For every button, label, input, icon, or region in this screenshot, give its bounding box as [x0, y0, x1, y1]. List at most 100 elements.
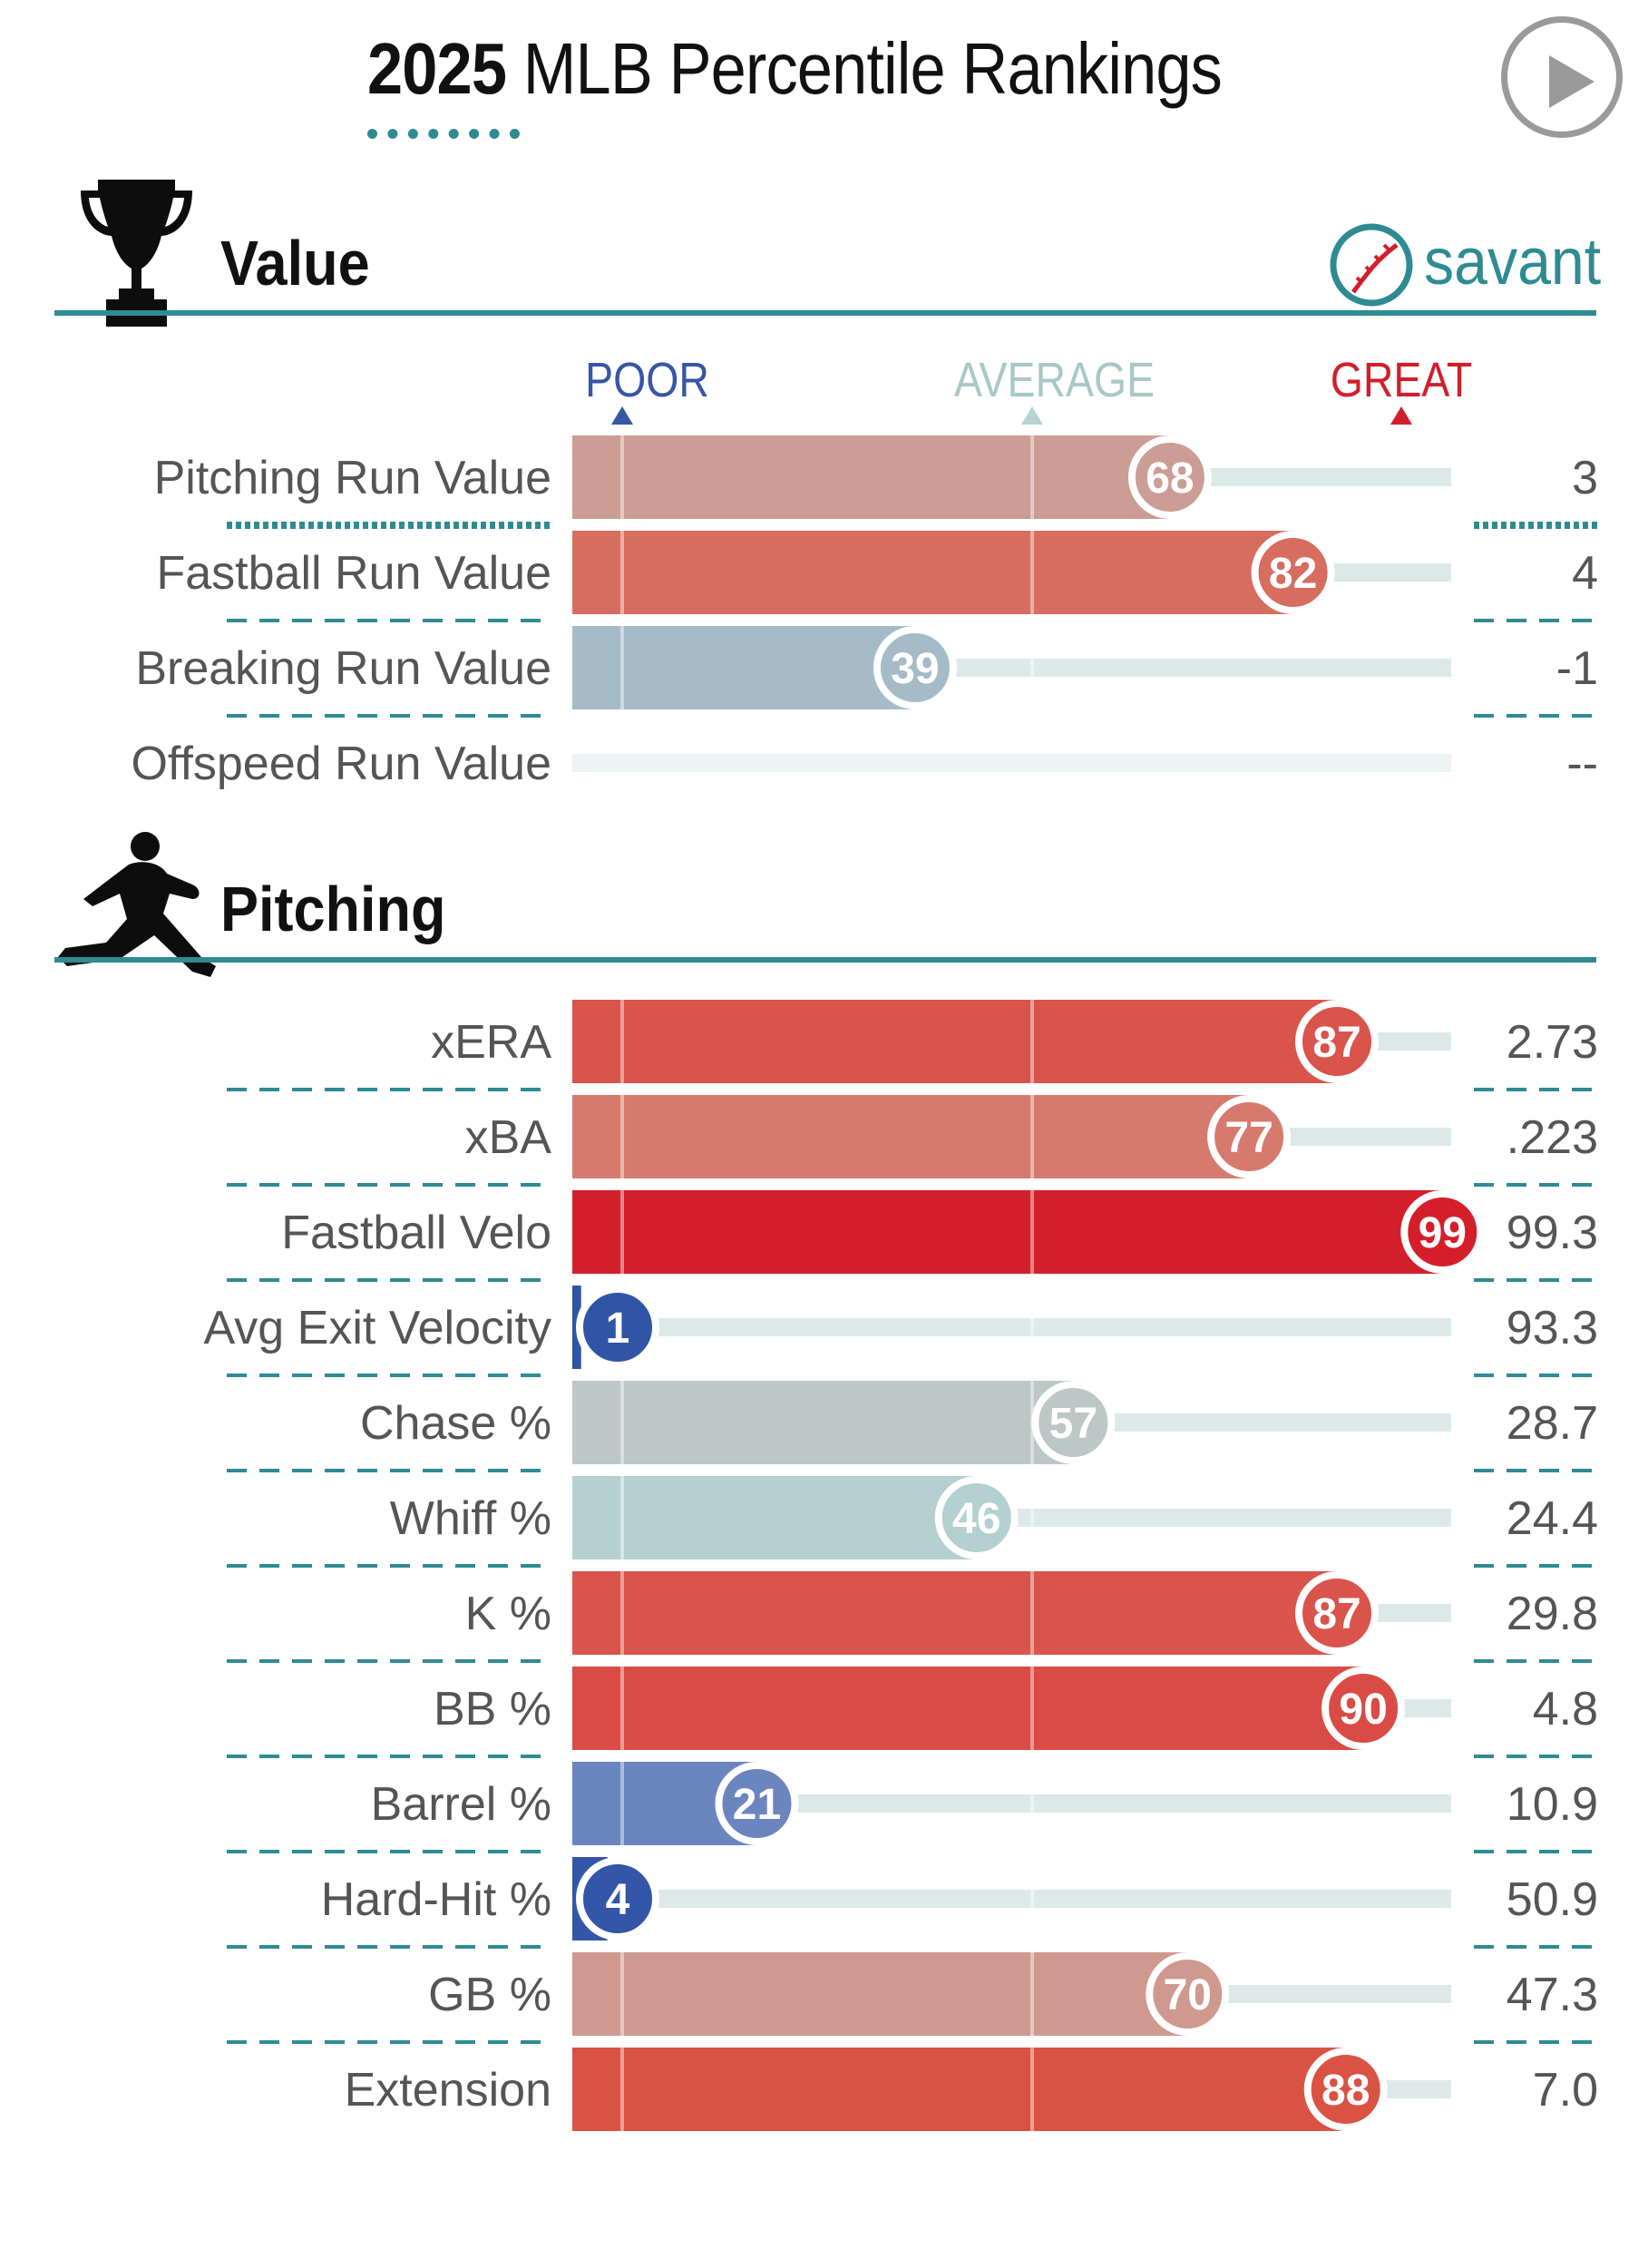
- brand-name[interactable]: savant: [1424, 226, 1602, 298]
- metric-value-pitching-5: 24.4: [1507, 1492, 1598, 1545]
- metric-label-pitching-8: Barrel %: [371, 1778, 551, 1831]
- metric-label-pitching-10: GB %: [428, 1969, 551, 2021]
- percentile-label-pitching-11: 88: [1321, 2067, 1370, 2115]
- percentile-label-pitching-5: 46: [952, 1495, 1000, 1543]
- empty-track: [572, 754, 1451, 772]
- scale-label-average: AVERAGE: [953, 353, 1156, 407]
- metric-value-pitching-2: 99.3: [1507, 1207, 1598, 1259]
- metric-value-value-3: --: [1566, 738, 1598, 790]
- percentile-label-pitching-0: 87: [1312, 1019, 1360, 1067]
- percentile-badge-pitching-9: [576, 1857, 659, 1941]
- metric-label-value-1: Fastball Run Value: [157, 547, 552, 600]
- trophy-icon: [81, 180, 192, 327]
- metric-value-pitching-11: 7.0: [1533, 2064, 1598, 2116]
- metric-label-value-2: Breaking Run Value: [135, 642, 551, 695]
- track: [1073, 1413, 1451, 1432]
- metric-label-pitching-11: Extension: [345, 2064, 551, 2116]
- title-underline: [367, 129, 520, 139]
- percentile-badge-pitching-2: [1400, 1190, 1485, 1274]
- metric-label-pitching-1: xBA: [465, 1111, 552, 1164]
- value-section-rule: [54, 310, 1596, 316]
- scale-label-great: GREAT: [1330, 353, 1473, 407]
- bar-pitching-1: [572, 1095, 1250, 1178]
- average-marker: [1021, 406, 1043, 425]
- track: [607, 1890, 1451, 1908]
- bar-pitching-2: [572, 1190, 1443, 1274]
- percentile-badge-value-2: [873, 626, 957, 709]
- play-icon: [1549, 55, 1594, 108]
- percentile-label-pitching-6: 87: [1312, 1590, 1360, 1638]
- title-text: MLB Percentile Rankings: [522, 28, 1223, 109]
- metric-value-value-2: -1: [1556, 642, 1598, 695]
- percentile-badge-value-0: [1127, 435, 1212, 519]
- percentile-label-pitching-3: 1: [606, 1305, 630, 1353]
- percentile-label-pitching-8: 21: [733, 1781, 781, 1829]
- percentile-badge-pitching-7: [1321, 1667, 1406, 1750]
- track: [1169, 468, 1451, 486]
- track: [1249, 1128, 1451, 1146]
- metric-label-pitching-4: Chase %: [360, 1397, 551, 1450]
- poor-marker: [611, 406, 633, 425]
- percentile-label-pitching-1: 77: [1224, 1114, 1273, 1162]
- bar-pitching-4: [572, 1381, 1074, 1464]
- bar-value-2: [572, 626, 915, 709]
- great-marker: [1390, 406, 1412, 425]
- bar-value-0: [572, 435, 1170, 519]
- percentile-badge-pitching-1: [1207, 1095, 1292, 1178]
- percentile-label-value-1: 82: [1269, 550, 1317, 598]
- track: [1187, 1985, 1451, 2003]
- metric-value-pitching-0: 2.73: [1507, 1016, 1598, 1069]
- track: [914, 659, 1451, 677]
- percentile-badge-pitching-6: [1295, 1571, 1380, 1655]
- title-year: 2025: [367, 28, 507, 109]
- metric-value-pitching-3: 93.3: [1507, 1302, 1598, 1354]
- baseball-icon: [1330, 223, 1413, 307]
- pitcher-icon: [58, 832, 216, 977]
- bar-pitching-7: [572, 1667, 1364, 1750]
- metric-value-pitching-10: 47.3: [1507, 1969, 1598, 2021]
- value-section-title: Value: [220, 228, 370, 298]
- metric-value-pitching-8: 10.9: [1507, 1778, 1598, 1831]
- metric-value-pitching-1: .223: [1507, 1111, 1598, 1164]
- metric-label-pitching-5: Whiff %: [390, 1492, 551, 1545]
- percentile-label-value-2: 39: [891, 645, 939, 693]
- percentile-label-pitching-4: 57: [1049, 1400, 1097, 1448]
- metric-label-pitching-7: BB %: [434, 1683, 551, 1735]
- track: [580, 1318, 1451, 1336]
- percentile-badge-pitching-3: [576, 1286, 659, 1369]
- percentile-label-pitching-9: 4: [606, 1876, 630, 1924]
- track: [976, 1509, 1451, 1527]
- percentile-badge-pitching-5: [934, 1476, 1019, 1559]
- metric-label-pitching-3: Avg Exit Velocity: [204, 1302, 551, 1354]
- bar-pitching-5: [572, 1476, 977, 1559]
- metric-label-pitching-2: Fastball Velo: [281, 1207, 551, 1259]
- metric-value-pitching-9: 50.9: [1507, 1873, 1598, 1926]
- metric-value-pitching-7: 4.8: [1533, 1683, 1598, 1735]
- metric-value-value-0: 3: [1572, 452, 1598, 504]
- bar-pitching-0: [572, 1000, 1338, 1083]
- percentile-badge-pitching-11: [1303, 2048, 1388, 2131]
- play-button[interactable]: [1501, 16, 1623, 138]
- percentile-badge-pitching-4: [1031, 1381, 1116, 1464]
- metric-value-pitching-4: 28.7: [1507, 1397, 1598, 1450]
- bar-pitching-6: [572, 1571, 1338, 1655]
- percentile-label-value-0: 68: [1146, 455, 1194, 503]
- percentile-badge-pitching-10: [1146, 1952, 1230, 2036]
- metric-label-value-3: Offspeed Run Value: [131, 738, 551, 790]
- bar-pitching-11: [572, 2048, 1346, 2131]
- bar-pitching-10: [572, 1952, 1188, 2036]
- track: [756, 1794, 1451, 1813]
- metric-value-pitching-6: 29.8: [1507, 1588, 1598, 1640]
- metric-value-value-1: 4: [1572, 547, 1598, 600]
- page-title: 2025 MLB Percentile Rankings: [367, 27, 1223, 111]
- percentile-label-pitching-10: 70: [1164, 1971, 1212, 2019]
- percentile-badge-pitching-8: [715, 1762, 799, 1845]
- percentile-label-pitching-2: 99: [1419, 1209, 1467, 1257]
- metric-label-pitching-0: xERA: [431, 1016, 551, 1069]
- bar-value-1: [572, 531, 1293, 614]
- percentile-badge-pitching-0: [1295, 1000, 1380, 1083]
- metric-label-pitching-9: Hard-Hit %: [321, 1873, 551, 1926]
- pitching-section-rule: [54, 957, 1596, 963]
- pitching-section-title: Pitching: [220, 874, 446, 944]
